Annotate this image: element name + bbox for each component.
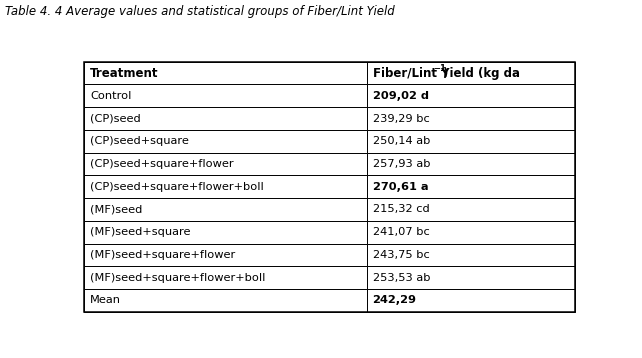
- Bar: [367, 221, 575, 243]
- Text: (MF)seed+square+flower+boll: (MF)seed+square+flower+boll: [90, 273, 266, 282]
- Bar: [84, 243, 367, 266]
- Text: 243,75 bc: 243,75 bc: [372, 250, 429, 260]
- Text: −1: −1: [433, 64, 446, 73]
- Bar: [84, 153, 367, 175]
- Bar: [367, 130, 575, 153]
- Text: Table 4. 4 Average values and statistical groups of Fiber/Lint Yield: Table 4. 4 Average values and statistica…: [5, 5, 395, 18]
- Bar: [84, 289, 367, 312]
- Text: (MF)seed+square+flower: (MF)seed+square+flower: [90, 250, 236, 260]
- Text: Mean: Mean: [90, 295, 121, 305]
- Bar: [84, 221, 367, 243]
- Bar: [367, 62, 575, 84]
- Bar: [84, 130, 367, 153]
- Bar: [367, 84, 575, 107]
- Text: (CP)seed+square+flower: (CP)seed+square+flower: [90, 159, 234, 169]
- Bar: [84, 175, 367, 198]
- Text: (MF)seed+square: (MF)seed+square: [90, 227, 191, 237]
- Text: Control: Control: [90, 91, 132, 101]
- Bar: [367, 198, 575, 221]
- Text: (CP)seed+square+flower+boll: (CP)seed+square+flower+boll: [90, 182, 264, 192]
- Text: 250,14 ab: 250,14 ab: [372, 136, 430, 146]
- Bar: [367, 243, 575, 266]
- Text: 215,32 cd: 215,32 cd: [372, 204, 429, 214]
- Bar: [84, 198, 367, 221]
- Text: 253,53 ab: 253,53 ab: [372, 273, 430, 282]
- Text: (CP)seed: (CP)seed: [90, 113, 141, 124]
- Text: 257,93 ab: 257,93 ab: [372, 159, 430, 169]
- Bar: [84, 266, 367, 289]
- Text: Treatment: Treatment: [90, 67, 159, 79]
- Bar: [367, 153, 575, 175]
- Bar: [84, 84, 367, 107]
- Text: 241,07 bc: 241,07 bc: [372, 227, 429, 237]
- Text: 209,02 d: 209,02 d: [372, 91, 429, 101]
- Bar: [367, 266, 575, 289]
- Text: 239,29 bc: 239,29 bc: [372, 113, 429, 124]
- Bar: [84, 107, 367, 130]
- Text: 270,61 a: 270,61 a: [372, 182, 428, 192]
- Text: Fiber/Lint Yield (kg da: Fiber/Lint Yield (kg da: [372, 67, 519, 79]
- Bar: [367, 107, 575, 130]
- Bar: [367, 289, 575, 312]
- Bar: [84, 62, 367, 84]
- Bar: [367, 175, 575, 198]
- Text: (CP)seed+square: (CP)seed+square: [90, 136, 189, 146]
- Text: 242,29: 242,29: [372, 295, 417, 305]
- Text: ): ): [442, 67, 447, 79]
- Text: (MF)seed: (MF)seed: [90, 204, 143, 214]
